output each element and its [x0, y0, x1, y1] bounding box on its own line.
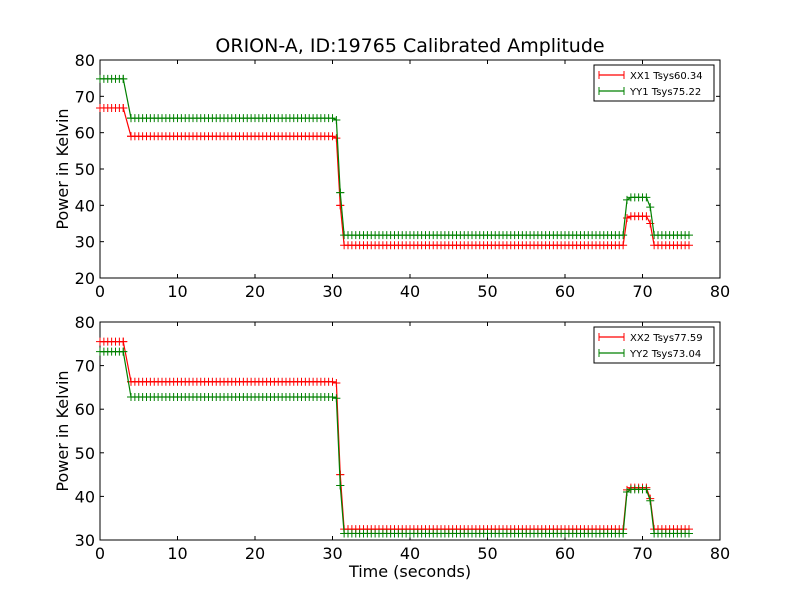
legend-entry: YY1 Tsys75.22	[629, 87, 701, 98]
y-tick-label: 30	[75, 233, 95, 252]
data-point-marker	[336, 481, 345, 490]
bottom-plot-panel: 0 10 20 30 40 50 60 70 80 30 40 50 60 70 80 Power in Ke…	[53, 313, 730, 581]
y-tick-label: 70	[75, 87, 95, 106]
data-point-marker	[623, 214, 631, 223]
x-tick-label: 50	[477, 544, 497, 563]
y-tick-label: 80	[75, 313, 95, 332]
y-tick-label: 80	[75, 51, 95, 70]
legend-entry: XX2 Tsys77.59	[630, 333, 703, 344]
x-tick-label: 80	[710, 544, 730, 563]
data-point-marker	[332, 115, 341, 124]
data-point-marker	[619, 241, 628, 250]
y-tick-label: 50	[75, 444, 95, 463]
data-point-marker	[619, 529, 628, 538]
legend-swatch-marker	[598, 349, 625, 357]
y-tick-label: 50	[75, 160, 95, 179]
data-point-marker	[332, 379, 341, 388]
y-tick-label: 40	[75, 196, 95, 215]
data-point-marker	[336, 188, 345, 197]
data-point-marker	[119, 103, 128, 112]
legend-entry: YY2 Tsys73.04	[629, 349, 701, 360]
data-point-marker	[119, 74, 128, 83]
data-point-marker	[642, 485, 651, 494]
legend-swatch-marker	[598, 87, 625, 95]
x-tick-label: 40	[400, 544, 420, 563]
top-plot-panel: 0 10 20 30 40 50 60 70 80 20 30 40 50 60 70 80 ORION-A, …	[53, 35, 730, 301]
x-tick-label: 0	[95, 282, 105, 301]
data-point-marker	[332, 134, 341, 143]
data-point-marker	[619, 231, 628, 240]
data-point-marker	[642, 193, 651, 202]
data-point-marker	[119, 347, 128, 356]
x-tick-label: 0	[95, 544, 105, 563]
y-axis-label: Power in Kelvin	[53, 108, 72, 229]
data-point-marker	[685, 241, 693, 250]
data-point-marker	[685, 529, 693, 538]
y-tick-label: 20	[75, 269, 95, 288]
chart-title: ORION-A, ID:19765 Calibrated Amplitude	[215, 35, 604, 57]
data-point-marker	[328, 114, 337, 123]
x-tick-label: 30	[322, 544, 342, 563]
x-tick-label: 70	[632, 282, 652, 301]
x-tick-label: 40	[400, 282, 420, 301]
data-point-marker	[328, 377, 337, 386]
y-tick-label: 60	[75, 124, 95, 143]
data-point-marker	[328, 132, 337, 141]
legend-swatch-marker	[598, 333, 625, 341]
data-point-marker	[646, 203, 655, 212]
data-point-marker	[336, 201, 345, 210]
x-tick-label: 20	[245, 282, 265, 301]
y-tick-label: 40	[75, 487, 95, 506]
x-tick-label: 20	[245, 544, 265, 563]
x-tick-label: 30	[322, 282, 342, 301]
y-axis-label: Power in Kelvin	[53, 370, 72, 491]
x-tick-label: 10	[167, 282, 187, 301]
y-tick-label: 70	[75, 357, 95, 376]
y-tick-label: 60	[75, 400, 95, 419]
x-tick-label: 60	[555, 544, 575, 563]
x-tick-label: 80	[710, 282, 730, 301]
data-point-marker	[332, 394, 341, 403]
x-tick-label: 70	[632, 544, 652, 563]
x-tick-label: 10	[167, 544, 187, 563]
data-point-marker	[328, 392, 337, 401]
x-tick-label: 60	[555, 282, 575, 301]
legend-entry: XX1 Tsys60.34	[630, 71, 703, 82]
data-point-marker	[646, 496, 655, 505]
data-point-marker	[685, 231, 693, 240]
x-axis-label: Time (seconds)	[348, 562, 471, 581]
x-tick-label: 50	[477, 282, 497, 301]
legend-box	[593, 326, 715, 364]
legend-box	[593, 64, 715, 102]
data-point-marker	[642, 212, 651, 221]
y-tick-label: 30	[75, 531, 95, 550]
legend-swatch-marker	[598, 71, 625, 79]
data-point-marker	[119, 337, 128, 346]
